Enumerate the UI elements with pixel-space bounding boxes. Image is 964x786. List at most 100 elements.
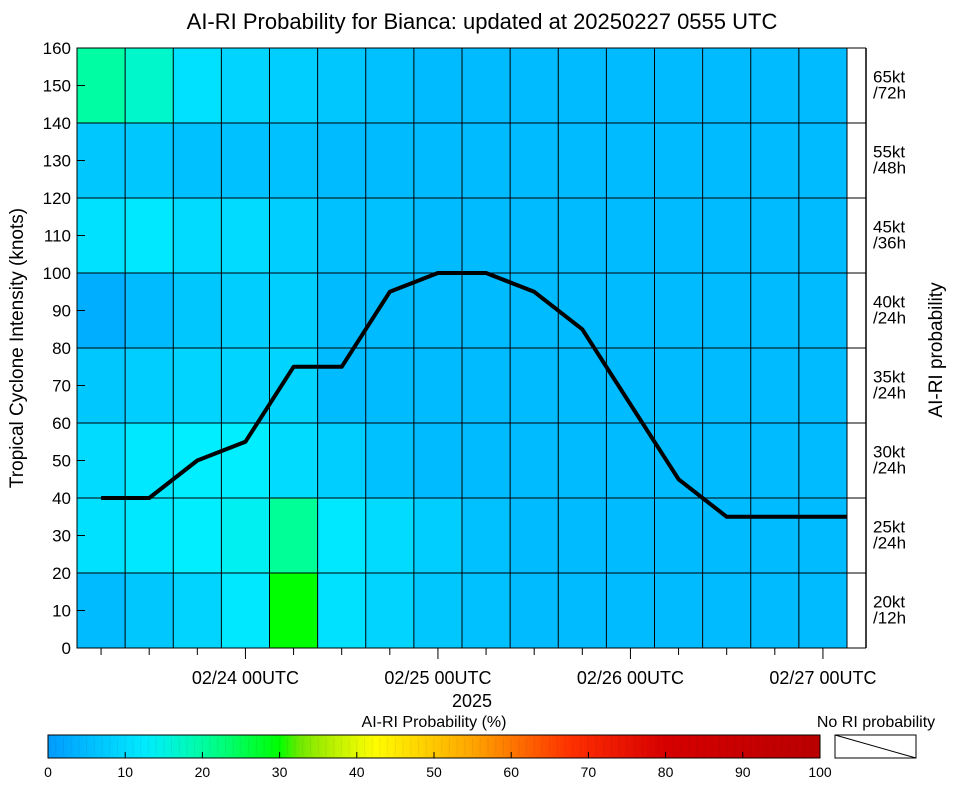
heatmap-cell [558, 573, 607, 648]
heatmap-cell [558, 123, 607, 198]
heatmap-cell [125, 198, 174, 273]
heatmap-cell [462, 273, 511, 348]
heatmap-cell [510, 423, 559, 498]
heatmap-cell [269, 273, 318, 348]
heatmap-cell [798, 198, 847, 273]
heatmap-cell [317, 48, 366, 123]
heatmap-cell [750, 498, 799, 573]
y-tick-label: 70 [52, 377, 71, 396]
heatmap-cell [413, 498, 462, 573]
heatmap-cell [173, 273, 222, 348]
heatmap-cell [750, 348, 799, 423]
heatmap-cell [750, 423, 799, 498]
right-label-hours: /24h [873, 459, 906, 478]
right-label-kt: 40kt [873, 293, 905, 312]
heatmap-cell [365, 498, 414, 573]
colorbar-tick-label: 40 [349, 764, 365, 780]
heatmap-cell [654, 123, 703, 198]
intensity-line [101, 271, 847, 519]
heatmap-cell [269, 198, 318, 273]
y-tick-label: 50 [52, 452, 71, 471]
heatmap-cell [750, 273, 799, 348]
heatmap-cell [750, 123, 799, 198]
heatmap-cell [606, 273, 655, 348]
colorbar: 0 10 20 30 40 50 60 70 80 90 100 [44, 734, 832, 780]
heatmap-cell [558, 273, 607, 348]
heatmap-cell [221, 423, 270, 498]
heatmap-cell [654, 348, 703, 423]
heatmap-cell [365, 123, 414, 198]
right-label-kt: 45kt [873, 218, 905, 237]
y-tick-label: 80 [52, 339, 71, 358]
heatmap-cell [365, 573, 414, 648]
heatmap-cell [558, 348, 607, 423]
heatmap-cell [510, 348, 559, 423]
y-tick-label: 140 [43, 114, 71, 133]
heatmap-cell [798, 48, 847, 123]
heatmap-cell [413, 198, 462, 273]
heatmap-cell [221, 348, 270, 423]
heatmap-cell [317, 198, 366, 273]
y-tick-label: 60 [52, 414, 71, 433]
heatmap-cell [413, 348, 462, 423]
y-tick-label: 110 [44, 227, 71, 246]
heatmap-cell [654, 498, 703, 573]
right-label-kt: 55kt [873, 143, 905, 162]
heatmap-cell [558, 498, 607, 573]
heatmap-cell [77, 48, 126, 123]
heatmap-cell [510, 198, 559, 273]
colorbar-tick-label: 0 [44, 764, 52, 780]
x-tick-label: 02/26 00UTC [577, 668, 684, 688]
heatmap-grid [77, 48, 847, 648]
heatmap-cell [317, 348, 366, 423]
heatmap-cell [173, 573, 222, 648]
heatmap-cell [77, 498, 126, 573]
colorbar-tick-label: 80 [658, 764, 674, 780]
heatmap-cell [365, 48, 414, 123]
heatmap-cell [413, 48, 462, 123]
intensity-forecast-line [101, 271, 847, 519]
heatmap-cell [317, 273, 366, 348]
heatmap-cell [702, 198, 751, 273]
colorbar-tick-label: 30 [272, 764, 288, 780]
right-axis: 20kt/12h25kt/24h30kt/24h35kt/24h40kt/24h… [847, 47, 906, 649]
heatmap-cell [654, 273, 703, 348]
heatmap-cell [798, 123, 847, 198]
heatmap-cell [462, 348, 511, 423]
no-ri-swatch [834, 734, 917, 759]
heatmap-cell [702, 48, 751, 123]
y-tick-label: 100 [43, 264, 71, 283]
heatmap-cell [77, 198, 126, 273]
heatmap-cell [606, 498, 655, 573]
colorbar-tick-label: 90 [735, 764, 751, 780]
heatmap-cell [798, 423, 847, 498]
heatmap-cell [125, 273, 174, 348]
heatmap-cells [77, 48, 847, 648]
heatmap-cell [221, 573, 270, 648]
heatmap-cell [77, 423, 126, 498]
heatmap-cell [173, 123, 222, 198]
heatmap-cell [269, 498, 318, 573]
heatmap-cell [510, 498, 559, 573]
heatmap-cell [462, 198, 511, 273]
heatmap-cell [606, 423, 655, 498]
y-tick-label: 130 [43, 152, 71, 171]
heatmap-cell [558, 423, 607, 498]
heatmap-cell [413, 573, 462, 648]
x-tick-label: 02/25 00UTC [384, 668, 491, 688]
heatmap-cell [702, 498, 751, 573]
colorbar-tick-label: 60 [503, 764, 519, 780]
heatmap-cell [413, 423, 462, 498]
right-label-hours: /48h [873, 159, 906, 178]
heatmap-cell [702, 348, 751, 423]
heatmap-cell [606, 198, 655, 273]
heatmap-cell [462, 498, 511, 573]
heatmap-cell [462, 123, 511, 198]
heatmap-cell [269, 423, 318, 498]
y-tick-label: 10 [52, 602, 71, 621]
heatmap-cell [750, 48, 799, 123]
heatmap-cell [125, 498, 174, 573]
heatmap-cell [654, 48, 703, 123]
heatmap-cell [654, 573, 703, 648]
colorbar-tick-label: 20 [195, 764, 211, 780]
